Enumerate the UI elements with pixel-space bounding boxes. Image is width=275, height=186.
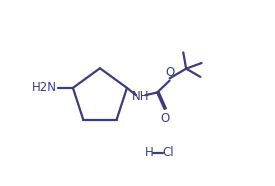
- Text: O: O: [165, 66, 175, 79]
- Text: H2N: H2N: [32, 81, 57, 94]
- Text: Cl: Cl: [162, 146, 174, 159]
- Text: O: O: [161, 112, 170, 125]
- Text: H: H: [145, 146, 154, 159]
- Text: NH: NH: [132, 90, 149, 103]
